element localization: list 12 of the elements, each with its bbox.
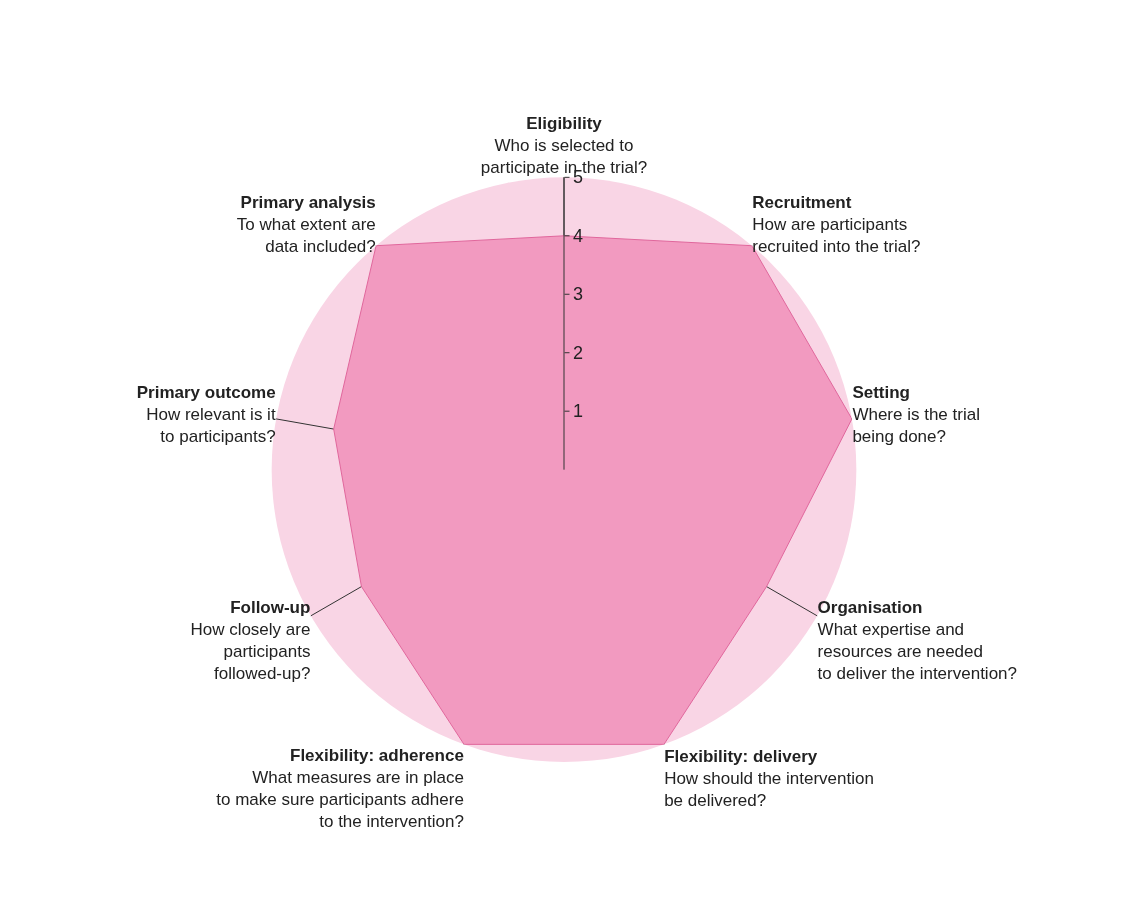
spoke-label: Organisation What expertise and resources are needed to deliver the intervention? [817, 598, 1018, 684]
spoke-label: Flexibility: delivery How should the intervention be delivered? [664, 746, 874, 810]
spoke-label: Flexibility: adherence What measures are in place to make sure participants adhere to the intervention? [216, 745, 464, 832]
spoke-label: Primary analysis To what extent are data included? [236, 192, 376, 256]
y-tick-label: 2 [573, 342, 584, 363]
y-tick-label: 4 [573, 225, 584, 246]
y-tick-label: 1 [573, 401, 584, 422]
y-tick-label: 3 [573, 284, 584, 305]
spoke-label: Follow-up How closely are participants followed-up? [190, 598, 311, 684]
spoke-label: Recruitment How are participants recruited into the trial? [752, 192, 921, 256]
spoke-label: Primary outcome How relevant is it to participants? [136, 383, 276, 447]
spoke-label: Setting Where is the trial being done? [852, 383, 980, 447]
